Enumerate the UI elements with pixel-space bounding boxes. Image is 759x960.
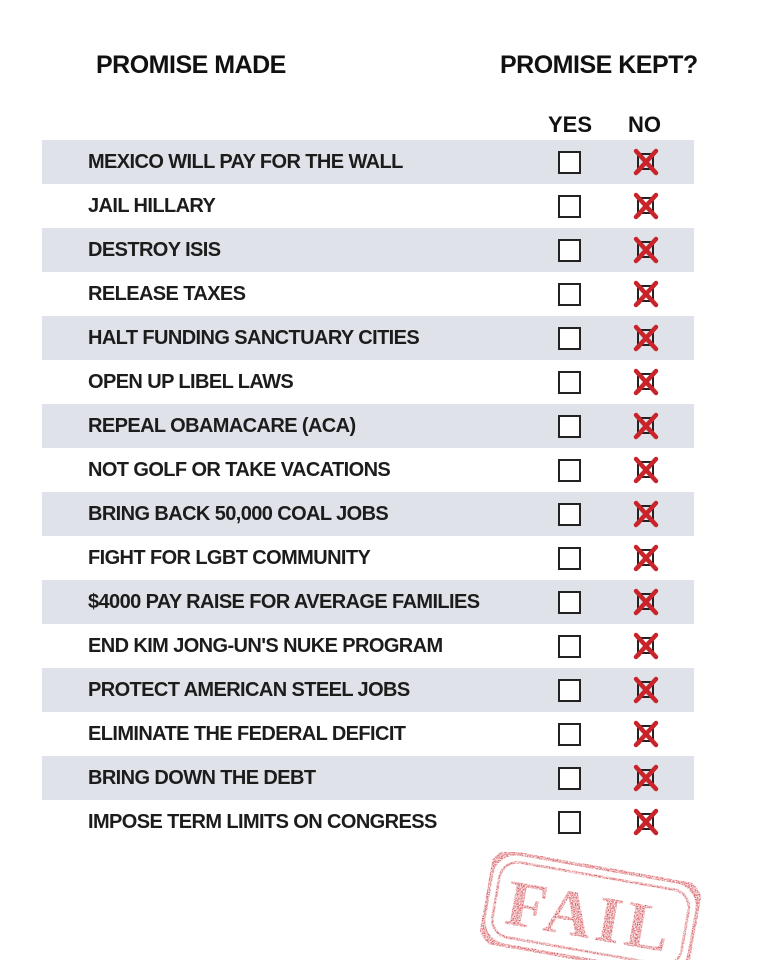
promise-label: OPEN UP LIBEL LAWS xyxy=(88,371,294,393)
promise-row: OPEN UP LIBEL LAWS xyxy=(42,360,694,404)
promise-row: BRING DOWN THE DEBT xyxy=(42,756,694,800)
no-checkbox-marked-x-icon[interactable] xyxy=(633,192,659,220)
promise-row: JAIL HILLARY xyxy=(42,184,694,228)
promise-label: END KIM JONG-UN'S NUKE PROGRAM xyxy=(88,635,443,657)
promise-row: ELIMINATE THE FEDERAL DEFICIT xyxy=(42,712,694,756)
promise-label: JAIL HILLARY xyxy=(88,195,216,217)
yes-checkbox[interactable] xyxy=(558,591,581,614)
yes-checkbox[interactable] xyxy=(558,151,581,174)
yes-checkbox[interactable] xyxy=(558,371,581,394)
promise-row: IMPOSE TERM LIMITS ON CONGRESS xyxy=(42,800,694,844)
no-checkbox-marked-x-icon[interactable] xyxy=(633,544,659,572)
no-checkbox-marked-x-icon[interactable] xyxy=(633,676,659,704)
promise-label: RELEASE TAXES xyxy=(88,283,246,305)
no-checkbox-marked-x-icon[interactable] xyxy=(633,456,659,484)
promise-row: REPEAL OBAMACARE (ACA) xyxy=(42,404,694,448)
promise-label: ELIMINATE THE FEDERAL DEFICIT xyxy=(88,723,406,745)
promise-row: $4000 PAY RAISE FOR AVERAGE FAMILIES xyxy=(42,580,694,624)
no-checkbox-marked-x-icon[interactable] xyxy=(633,720,659,748)
yes-checkbox[interactable] xyxy=(558,635,581,658)
no-checkbox-marked-x-icon[interactable] xyxy=(633,324,659,352)
yes-checkbox[interactable] xyxy=(558,503,581,526)
promise-label: DESTROY ISIS xyxy=(88,239,221,261)
yes-checkbox[interactable] xyxy=(558,239,581,262)
no-checkbox-marked-x-icon[interactable] xyxy=(633,412,659,440)
no-checkbox-marked-x-icon[interactable] xyxy=(633,764,659,792)
no-checkbox-marked-x-icon[interactable] xyxy=(633,588,659,616)
promise-label: $4000 PAY RAISE FOR AVERAGE FAMILIES xyxy=(88,591,480,613)
yes-checkbox[interactable] xyxy=(558,283,581,306)
yes-checkbox[interactable] xyxy=(558,415,581,438)
promise-row: MEXICO WILL PAY FOR THE WALL xyxy=(42,140,694,184)
promise-row: DESTROY ISIS xyxy=(42,228,694,272)
promise-row: RELEASE TAXES xyxy=(42,272,694,316)
yes-checkbox[interactable] xyxy=(558,679,581,702)
yes-checkbox[interactable] xyxy=(558,547,581,570)
promise-row: HALT FUNDING SANCTUARY CITIES xyxy=(42,316,694,360)
yes-checkbox[interactable] xyxy=(558,723,581,746)
yes-checkbox[interactable] xyxy=(558,767,581,790)
no-checkbox-marked-x-icon[interactable] xyxy=(633,148,659,176)
promise-list: MEXICO WILL PAY FOR THE WALL JAIL HILLARY… xyxy=(42,140,694,844)
no-checkbox-marked-x-icon[interactable] xyxy=(633,368,659,396)
fail-stamp: FAIL xyxy=(478,852,703,960)
no-checkbox-marked-x-icon[interactable] xyxy=(633,280,659,308)
promise-row: END KIM JONG-UN'S NUKE PROGRAM xyxy=(42,624,694,668)
promise-label: MEXICO WILL PAY FOR THE WALL xyxy=(88,151,403,173)
yes-checkbox[interactable] xyxy=(558,327,581,350)
promise-label: HALT FUNDING SANCTUARY CITIES xyxy=(88,327,420,349)
promise-label: REPEAL OBAMACARE (ACA) xyxy=(88,415,356,437)
promise-made-heading: PROMISE MADE xyxy=(96,51,286,79)
promise-label: BRING DOWN THE DEBT xyxy=(88,767,316,789)
no-checkbox-marked-x-icon[interactable] xyxy=(633,808,659,836)
promise-label: FIGHT FOR LGBT COMMUNITY xyxy=(88,547,371,569)
promise-label: PROTECT AMERICAN STEEL JOBS xyxy=(88,679,410,701)
no-column-header: NO xyxy=(628,112,661,137)
promise-label: BRING BACK 50,000 COAL JOBS xyxy=(88,503,389,525)
yes-checkbox[interactable] xyxy=(558,459,581,482)
fail-stamp-label: FAIL xyxy=(501,866,680,960)
promise-row: FIGHT FOR LGBT COMMUNITY xyxy=(42,536,694,580)
promise-label: IMPOSE TERM LIMITS ON CONGRESS xyxy=(88,811,437,833)
yes-column-header: YES xyxy=(548,112,593,137)
promise-kept-heading: PROMISE KEPT? xyxy=(500,51,698,79)
no-checkbox-marked-x-icon[interactable] xyxy=(633,236,659,264)
yes-checkbox[interactable] xyxy=(558,811,581,834)
promise-row: NOT GOLF OR TAKE VACATIONS xyxy=(42,448,694,492)
yes-checkbox[interactable] xyxy=(558,195,581,218)
promise-label: NOT GOLF OR TAKE VACATIONS xyxy=(88,459,391,481)
promise-row: BRING BACK 50,000 COAL JOBS xyxy=(42,492,694,536)
no-checkbox-marked-x-icon[interactable] xyxy=(633,500,659,528)
promise-row: PROTECT AMERICAN STEEL JOBS xyxy=(42,668,694,712)
no-checkbox-marked-x-icon[interactable] xyxy=(633,632,659,660)
